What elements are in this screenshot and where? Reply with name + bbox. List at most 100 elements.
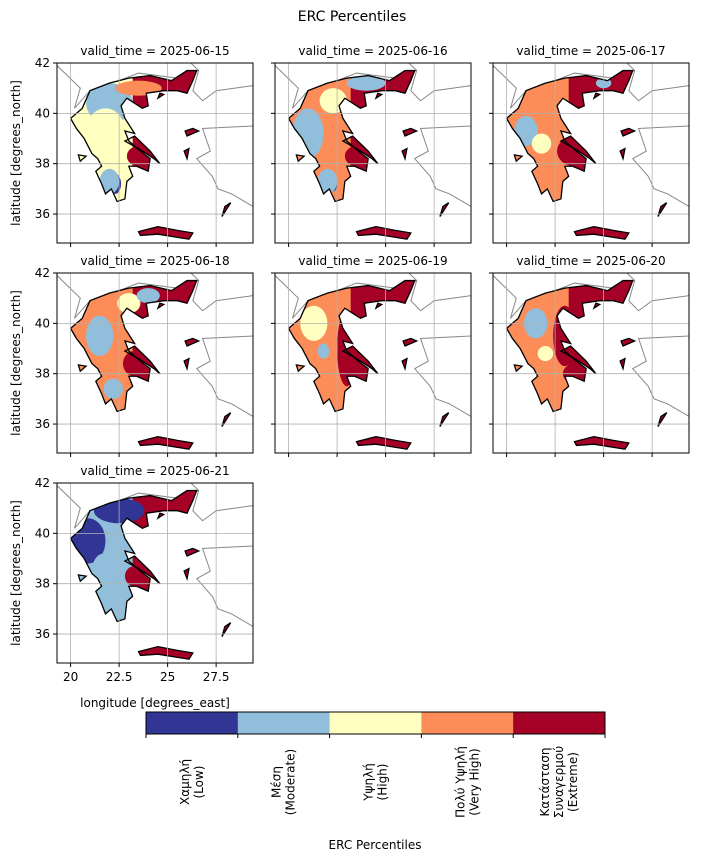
map-content [57,483,253,660]
coastline [619,147,626,162]
coastline [620,127,637,137]
coastline [221,412,232,427]
coastline [156,302,166,310]
land-patch [346,75,386,91]
x-tick-label: 25 [160,670,175,684]
coastline [77,364,88,373]
coastline [184,337,201,347]
colorbar-category-line: Συναγερμού [552,746,566,818]
colorbar-category: ΚατάστασηΣυναγερμού(Extreme) [538,746,580,818]
colorbar-label: ERC Percentiles [329,838,422,852]
coastline [619,357,626,372]
coastline [295,364,306,373]
land-patch [531,133,552,154]
coastline [156,512,166,520]
colorbar-frame [145,711,606,735]
map-panel: 36 38 40 42 valid_time = 2025-06-18 latitude … [9,254,254,457]
coastline [137,435,194,450]
axes-frame [56,482,254,664]
y-tick-label: 42 [35,56,50,70]
y-axis-label: latitude [degrees_north] [9,80,23,226]
coastline [355,435,412,450]
colorbar-category-line: (Low) [192,766,206,799]
coastline [221,202,232,217]
coastline [184,547,201,557]
land-patch [126,146,151,167]
land-south [350,70,449,240]
y-tick-label: 36 [35,207,50,221]
y-tick-label: 40 [35,316,50,330]
map-panel: valid_time = 2025-06-19 [271,254,472,457]
axes-frame [56,272,254,454]
land-south [350,280,449,450]
colorbar-category-line: Υψηλή [362,763,376,802]
coastline [183,357,190,372]
land [506,280,667,450]
x-axis-label: longitude [degrees_east] [80,696,230,710]
land-patch [537,346,554,362]
coastline [69,489,198,623]
map-content [57,63,253,240]
coastline [439,202,450,217]
y-axis-label: latitude [degrees_north] [9,500,23,646]
land-south [568,70,667,240]
coastline [287,69,416,203]
land [506,70,667,240]
y-tick-label: 36 [35,417,50,431]
coastline [183,147,190,162]
coastline [374,302,384,310]
y-tick-label: 36 [35,627,50,641]
coastline [77,574,88,583]
colorbar-category-line: (Very High) [467,748,481,815]
coastline [355,225,412,240]
land-patch [115,80,162,96]
x-tick-label: 27.5 [203,670,230,684]
panel-title: valid_time = 2025-06-17 [516,44,665,58]
land-patch [124,566,145,587]
coastline [221,622,232,637]
coastline [513,154,524,163]
y-tick-label: 42 [35,476,50,490]
land-patch [103,378,123,399]
axes-frame [492,272,690,454]
x-tick-label: 22.5 [106,670,133,684]
panel-title: valid_time = 2025-06-18 [80,254,229,268]
coastline [573,435,630,450]
coastline [513,364,524,373]
coastline [156,92,166,100]
coastline [295,154,306,163]
border [413,335,471,417]
land-patch [86,315,114,357]
border [195,125,253,207]
land-south [132,280,231,450]
map-panel: 20 22.5 25 27.5 36 38 40 42 valid_time = 2025-06… [9,464,254,684]
land-patch [317,168,338,194]
land-patch [86,108,125,154]
axes-frame [274,62,472,244]
colorbar-segment [237,712,331,734]
colorbar-category: Υψηλή(High) [362,763,390,802]
x-tick-label: 20 [63,670,78,684]
y-tick-label: 40 [35,526,50,540]
axes-frame [492,62,690,244]
panel-title: valid_time = 2025-06-16 [298,44,447,58]
colorbar-category-line: Χαμηλή [178,759,192,805]
border [410,280,471,312]
panel-title: valid_time = 2025-06-20 [516,254,665,268]
coastline [374,92,384,100]
border [413,125,471,207]
land-patch [317,343,330,359]
border [192,490,253,522]
y-axis-label: latitude [degrees_north] [9,290,23,436]
coastline [505,69,634,203]
coastline [402,127,419,137]
map-content [275,63,471,240]
border [631,125,689,207]
y-tick-label: 42 [35,266,50,280]
land-patch [136,288,160,304]
border [631,335,689,417]
colorbar-category-line: Κατάσταση [538,748,552,817]
coastline [401,147,408,162]
border [195,545,253,627]
